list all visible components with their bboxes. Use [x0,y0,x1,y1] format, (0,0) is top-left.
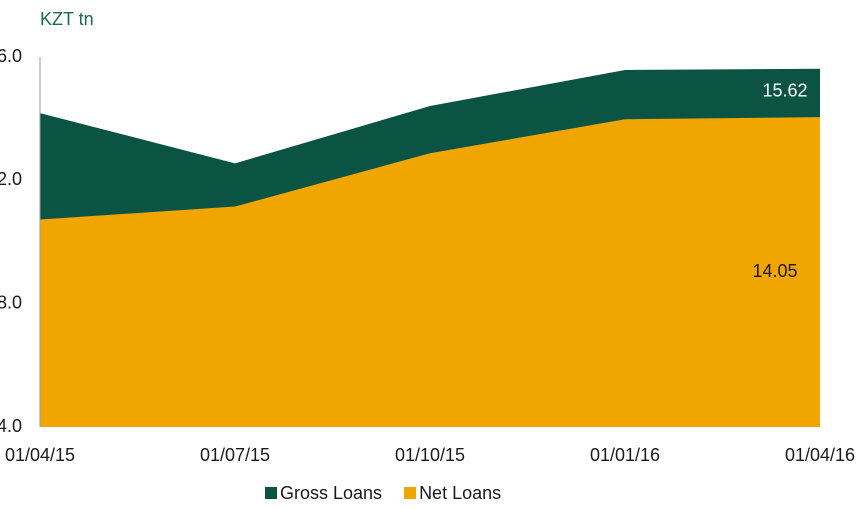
area [40,117,820,427]
data-label: 15.62 [762,80,807,100]
y-tick-label: 8.0 [0,292,22,312]
legend-label: Net Loans [419,483,501,503]
y-tick-label: 4.0 [0,416,22,436]
x-tick-label: 01/07/15 [200,445,270,465]
legend-swatch [404,487,417,499]
y-tick-label: 16.0 [0,46,22,66]
legend-label: Gross Loans [280,483,382,503]
x-tick-label: 01/10/15 [395,445,465,465]
chart-title: KZT tn [40,9,94,29]
x-tick-label: 01/04/15 [5,445,75,465]
legend-swatch [265,487,277,499]
x-tick-label: 01/04/16 [785,445,855,465]
y-tick-label: 12.0 [0,169,22,189]
data-label: 14.05 [752,261,797,281]
x-tick-label: 01/01/16 [590,445,660,465]
